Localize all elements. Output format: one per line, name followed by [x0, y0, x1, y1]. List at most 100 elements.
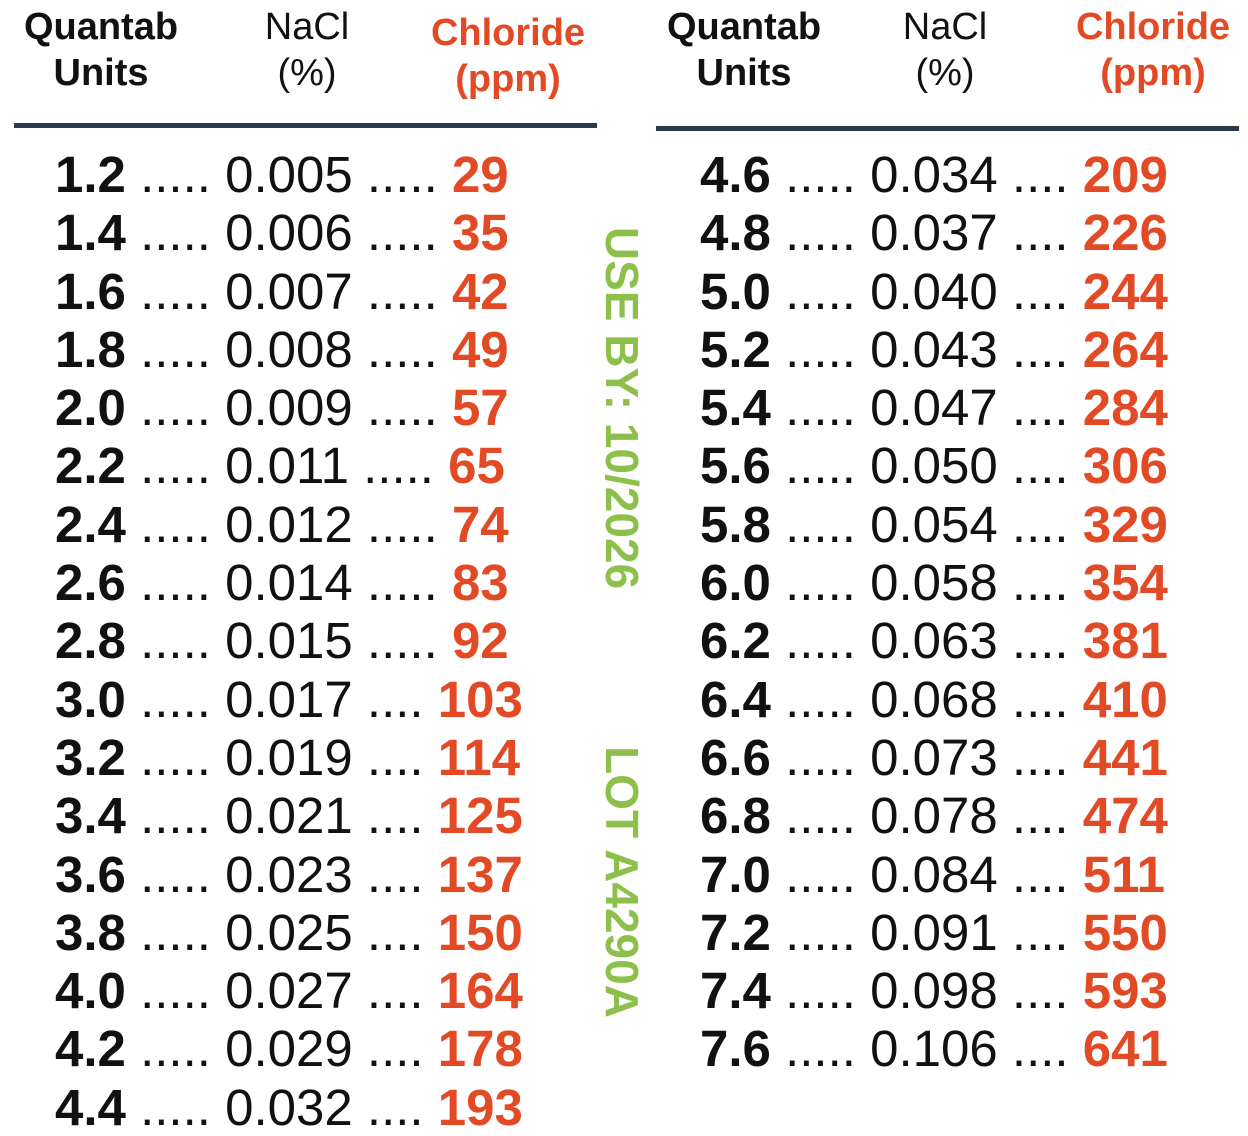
- chloride-ppm-value: 65: [448, 437, 505, 495]
- separator-dots: .....: [785, 903, 856, 961]
- nacl-percent-value: 0.029: [225, 1020, 353, 1078]
- quantab-units-value: 3.6: [55, 845, 126, 903]
- nacl-percent-value: 0.009: [225, 379, 353, 437]
- chloride-ppm-value: 641: [1082, 1020, 1168, 1078]
- nacl-percent-value: 0.012: [225, 495, 353, 553]
- quantab-units-value: 4.8: [700, 204, 771, 262]
- header-line: Chloride: [430, 12, 586, 54]
- separator-dots: .....: [785, 1020, 856, 1078]
- separator-dots: ....: [366, 845, 424, 903]
- separator-dots: .....: [366, 379, 438, 437]
- nacl-percent-value: 0.021: [225, 787, 353, 845]
- quantab-units-value: 6.8: [700, 787, 771, 845]
- chloride-ppm-value: 125: [437, 787, 523, 845]
- separator-dots: .....: [366, 495, 438, 553]
- table-row: 5.4 ..... 0.047 .... 284: [700, 379, 1168, 437]
- table-row: 5.8 ..... 0.054 .... 329: [700, 496, 1168, 554]
- separator-dots: ....: [366, 728, 424, 786]
- quantab-units-value: 2.0: [55, 379, 126, 437]
- chloride-ppm-value: 244: [1082, 262, 1168, 320]
- separator-dots: .....: [140, 146, 211, 203]
- table-row: 4.4 ..... 0.032 .... 193: [55, 1079, 523, 1136]
- nacl-percent-value: 0.019: [225, 728, 353, 786]
- separator-dots: .....: [785, 670, 856, 728]
- table-row: 6.8 ..... 0.078 .... 474: [700, 787, 1168, 845]
- table-row: 7.6 ..... 0.106 .... 641: [700, 1020, 1168, 1078]
- header-quantab-units: Quantab Units: [0, 4, 211, 96]
- quantab-units-value: 2.6: [55, 554, 126, 612]
- nacl-percent-value: 0.106: [870, 1020, 998, 1078]
- table-row: 7.0 ..... 0.084 .... 511: [700, 846, 1168, 904]
- separator-dots: .....: [140, 903, 211, 961]
- chloride-ppm-value: 550: [1082, 903, 1168, 961]
- quantab-units-value: 5.4: [700, 379, 771, 437]
- table-row: 3.2 ..... 0.019 .... 114: [55, 729, 523, 787]
- table-row: 4.0 ..... 0.027 .... 164: [55, 962, 523, 1020]
- nacl-percent-value: 0.037: [870, 204, 998, 262]
- separator-dots: ....: [1011, 728, 1069, 786]
- separator-dots: .....: [140, 379, 211, 437]
- quantab-units-value: 3.2: [55, 728, 126, 786]
- header-line: (%): [277, 52, 337, 94]
- header-line: (%): [915, 52, 975, 94]
- quantab-units-value: 5.8: [700, 495, 771, 553]
- separator-dots: ....: [1011, 146, 1069, 203]
- quantab-units-value: 1.8: [55, 320, 126, 378]
- left-column-rows: 1.2 ..... 0.005 ..... 29 1.4 ..... 0.006 …: [55, 146, 523, 1136]
- quantab-units-value: 2.4: [55, 495, 126, 553]
- separator-dots: ....: [1011, 554, 1069, 612]
- quantab-units-value: 6.6: [700, 728, 771, 786]
- chloride-ppm-value: 441: [1082, 728, 1168, 786]
- separator-dots: ....: [1011, 495, 1069, 553]
- table-row: 7.2 ..... 0.091 .... 550: [700, 904, 1168, 962]
- quantab-units-value: 7.0: [700, 845, 771, 903]
- quantab-units-value: 4.4: [55, 1078, 126, 1136]
- separator-dots: .....: [785, 320, 856, 378]
- nacl-percent-value: 0.034: [870, 146, 998, 203]
- quantab-units-value: 2.8: [55, 612, 126, 670]
- separator-dots: .....: [140, 320, 211, 378]
- separator-dots: .....: [366, 320, 438, 378]
- table-row: 2.2 ..... 0.011 ..... 65: [55, 437, 523, 495]
- nacl-percent-value: 0.047: [870, 379, 998, 437]
- table-row: 3.6 ..... 0.023 .... 137: [55, 846, 523, 904]
- separator-dots: ....: [366, 1020, 424, 1078]
- chloride-ppm-value: 178: [437, 1020, 523, 1078]
- nacl-percent-value: 0.027: [225, 962, 353, 1020]
- table-row: 2.4 ..... 0.012 ..... 74: [55, 496, 523, 554]
- nacl-percent-value: 0.050: [870, 437, 998, 495]
- chloride-ppm-value: 164: [437, 962, 523, 1020]
- separator-dots: .....: [366, 612, 438, 670]
- quantab-units-value: 5.2: [700, 320, 771, 378]
- chloride-ppm-value: 226: [1082, 204, 1168, 262]
- chloride-ppm-value: 193: [437, 1078, 523, 1136]
- chloride-ppm-value: 381: [1082, 612, 1168, 670]
- separator-dots: .....: [785, 845, 856, 903]
- table-row: 5.0 ..... 0.040 .... 244: [700, 263, 1168, 321]
- separator-dots: ....: [1011, 1020, 1069, 1078]
- chloride-ppm-value: 103: [437, 670, 523, 728]
- chloride-ppm-value: 35: [451, 204, 509, 262]
- lot-number-stamp: LOT A4290A: [596, 746, 648, 1018]
- header-line: NaCl: [902, 6, 988, 48]
- chloride-ppm-value: 42: [451, 262, 509, 320]
- separator-dots: .....: [785, 728, 856, 786]
- chloride-ppm-value: 306: [1082, 437, 1168, 495]
- separator-dots: ....: [1011, 320, 1069, 378]
- table-row: 1.8 ..... 0.008 ..... 49: [55, 321, 523, 379]
- nacl-percent-value: 0.058: [870, 554, 998, 612]
- chloride-ppm-value: 329: [1082, 495, 1168, 553]
- nacl-percent-value: 0.025: [225, 903, 353, 961]
- header-divider-left: [14, 123, 597, 128]
- header-nacl-right: NaCl (%): [835, 4, 1055, 96]
- separator-dots: .....: [140, 1078, 211, 1136]
- table-row: 5.2 ..... 0.043 .... 264: [700, 321, 1168, 379]
- quantab-units-value: 1.2: [55, 146, 126, 203]
- table-row: 2.0 ..... 0.009 ..... 57: [55, 379, 523, 437]
- separator-dots: .....: [366, 554, 438, 612]
- separator-dots: .....: [140, 845, 211, 903]
- separator-dots: ....: [366, 1078, 424, 1136]
- header-nacl: NaCl (%): [197, 4, 417, 96]
- nacl-percent-value: 0.006: [225, 204, 353, 262]
